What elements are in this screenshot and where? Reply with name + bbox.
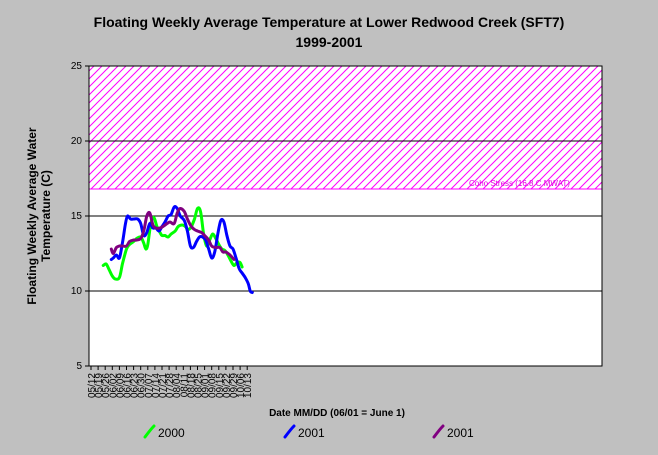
x-tick-label-07/07: 07/07 xyxy=(144,373,155,398)
legend-swatch-0 xyxy=(143,424,156,439)
plot-area: Coho Stress (16.8 C MWAT)51015202505/120… xyxy=(71,61,603,398)
x-tick-label-10/06: 10/06 xyxy=(236,373,247,398)
x-tick-label-06/09: 06/09 xyxy=(115,373,126,398)
legend-swatch-2 xyxy=(432,424,445,439)
x-axis-title: Date MM/DD (06/01 = June 1) xyxy=(269,408,405,419)
x-tick-label-08/25: 08/25 xyxy=(194,373,205,398)
series-line-1 xyxy=(109,205,254,294)
x-tick-label-09/22: 09/22 xyxy=(222,373,233,398)
y-tick-label-15: 15 xyxy=(71,211,83,222)
x-tick-label-06/30: 06/30 xyxy=(137,373,148,398)
chart-subtitle: 1999-2001 xyxy=(296,34,363,50)
x-tick-label-09/29: 09/29 xyxy=(229,373,240,398)
y-axis-title-line2: Temperature (C) xyxy=(39,170,53,262)
x-tick-label-07/14: 07/14 xyxy=(151,373,162,398)
legend-label-0: 2000 xyxy=(158,426,185,440)
legend-label-2: 2001 xyxy=(447,426,474,440)
y-axis-title-line1: Floating Weekly Average Water xyxy=(25,127,39,304)
legend-swatch-1 xyxy=(283,424,296,439)
x-tick-label-05/19: 05/19 xyxy=(94,373,105,398)
x-tick-label-07/28: 07/28 xyxy=(165,373,176,398)
legend: 2000 2001 2001 xyxy=(143,424,474,440)
x-tick-label-05/26: 05/26 xyxy=(101,373,112,398)
y-tick-label-20: 20 xyxy=(71,136,83,147)
y-tick-label-10: 10 xyxy=(71,286,83,297)
coho-stress-label: Coho Stress (16.8 C MWAT) xyxy=(469,179,570,188)
chart-title: Floating Weekly Average Temperature at L… xyxy=(94,14,565,30)
legend-label-1: 2001 xyxy=(298,426,325,440)
x-tick-label-08/11: 08/11 xyxy=(179,373,190,398)
x-tick-label-06/02: 06/02 xyxy=(108,373,119,398)
x-tick-label-09/08: 09/08 xyxy=(208,373,219,398)
x-tick-label-06/23: 06/23 xyxy=(130,373,141,398)
y-tick-label-25: 25 xyxy=(71,61,83,72)
series-line-2 xyxy=(109,206,236,261)
x-tick-label-09/15: 09/15 xyxy=(215,373,226,398)
x-tick-label-08/04: 08/04 xyxy=(172,373,183,398)
x-tick-label-05/12: 05/12 xyxy=(87,373,98,398)
y-tick-label-5: 5 xyxy=(76,361,82,372)
x-tick-label-08/18: 08/18 xyxy=(186,373,197,398)
y-axis-title: Floating Weekly Average Water Temperatur… xyxy=(25,127,53,304)
x-tick-label-09/01: 09/01 xyxy=(201,373,212,398)
x-tick-label-07/21: 07/21 xyxy=(158,373,169,398)
coho-stress-band xyxy=(88,65,603,190)
x-tick-label-10/13: 10/13 xyxy=(243,373,254,398)
x-tick-label-06/16: 06/16 xyxy=(123,373,134,398)
